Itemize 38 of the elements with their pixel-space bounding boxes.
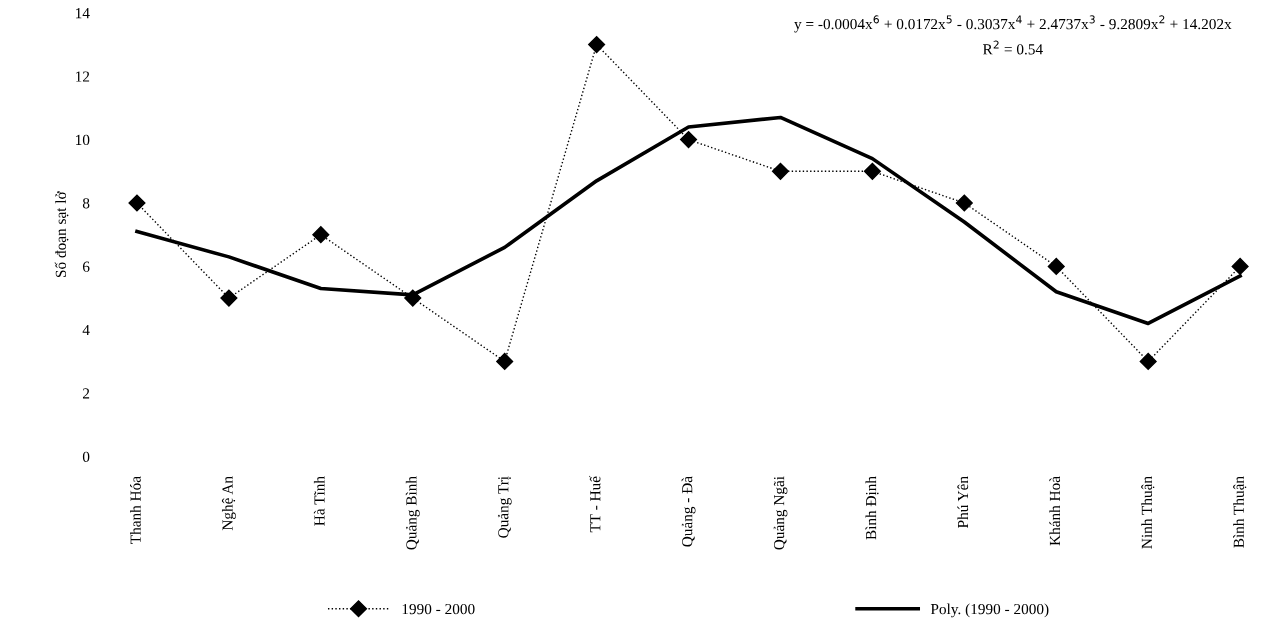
x-tick-label: Thanh Hóa (130, 476, 141, 544)
point (679, 131, 698, 149)
y-axis-title: Số đoạn sạt lở (54, 191, 69, 277)
y-tick-label: 14 (76, 8, 90, 19)
x-tick-label: Khánh Hoà (1049, 476, 1061, 546)
x-tick-label: Quảng Trị (497, 476, 512, 538)
y-tick-label: 6 (82, 261, 90, 272)
point (1139, 352, 1157, 371)
point (863, 162, 881, 180)
point (588, 35, 606, 54)
legend-label: 1990 - 2000 (402, 603, 475, 615)
point (771, 162, 790, 180)
x-tick-label: Ninh Thuận (1141, 476, 1155, 549)
x-tick-label: Nghệ An (221, 476, 236, 531)
text: y = -0.0004x$^{6}$ + 0.0172x$^{5}$ - 0.3037x$^{4}$ + 2.4737x$^{3}$ - 9.2809x$^{2}$ + 14.202x (794, 15, 1232, 33)
x-tick-label: Quảng Bình (405, 476, 420, 550)
y-tick-label: 4 (82, 325, 90, 336)
annotation: R$^{2}$ = 0.54 (982, 40, 1043, 55)
point (220, 289, 238, 307)
x-tick-label: Phú Yên (957, 476, 969, 529)
x-tick-label: Hà Tĩnh (313, 476, 325, 526)
x-tick-label: Bình Định (865, 476, 879, 540)
point (955, 194, 973, 212)
legend-label: Poly. (1990 - 2000) (930, 603, 1049, 618)
y-tick-label: 0 (82, 451, 90, 462)
x-tick-label: Quảng Ngãi (773, 476, 788, 550)
y-tick-label: 10 (76, 134, 90, 146)
y-tick-label: 12 (76, 71, 90, 82)
point (128, 194, 146, 212)
point (496, 352, 514, 371)
point (312, 226, 330, 244)
x-tick-label: Quảng - Đà (681, 476, 696, 547)
point (1047, 257, 1065, 275)
x-tick-label: Bình Thuận (1233, 476, 1247, 548)
point (1231, 257, 1249, 275)
y-tick-label: 2 (82, 388, 90, 399)
x-tick-label: TT - Huế (589, 475, 601, 533)
y-tick-label: 8 (82, 198, 90, 209)
